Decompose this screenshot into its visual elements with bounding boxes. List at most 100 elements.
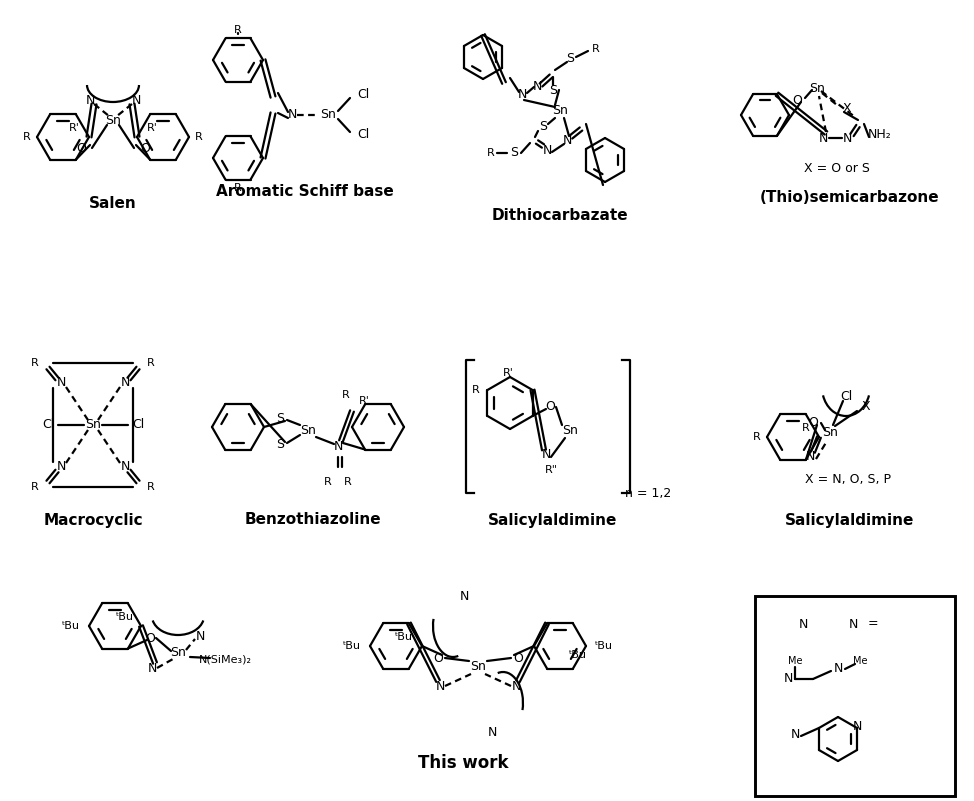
Text: Sn: Sn: [470, 659, 486, 673]
Text: R: R: [471, 385, 479, 395]
Text: N: N: [517, 88, 527, 102]
Text: Cl: Cl: [840, 391, 852, 404]
Text: O: O: [545, 400, 555, 413]
Text: Sn: Sn: [552, 103, 568, 116]
Text: R: R: [23, 132, 31, 142]
Text: N: N: [131, 95, 140, 107]
Text: n = 1,2: n = 1,2: [625, 486, 671, 500]
Text: R: R: [324, 477, 332, 487]
Text: N: N: [543, 143, 551, 156]
Text: N: N: [121, 376, 130, 389]
Text: Sn: Sn: [105, 114, 121, 127]
Text: N(SiMe₃)₂: N(SiMe₃)₂: [199, 655, 251, 665]
Text: Cl: Cl: [131, 418, 144, 432]
Text: Salicylaldimine: Salicylaldimine: [488, 513, 618, 528]
Text: O: O: [792, 94, 802, 107]
Text: N: N: [56, 376, 65, 389]
Text: R': R': [358, 396, 369, 406]
Text: O: O: [513, 651, 523, 665]
Text: Sn: Sn: [562, 424, 578, 437]
Text: Cl: Cl: [356, 128, 369, 142]
Text: X: X: [843, 102, 851, 115]
Text: O: O: [808, 417, 818, 429]
Text: S: S: [276, 438, 284, 452]
Text: N: N: [86, 95, 94, 107]
Text: ᵗBu: ᵗBu: [569, 650, 587, 659]
Text: N: N: [843, 131, 851, 144]
Text: N: N: [790, 727, 800, 740]
Text: N: N: [562, 134, 572, 147]
Text: S: S: [510, 147, 518, 159]
Text: N: N: [848, 618, 858, 630]
Text: (Thio)semicarbazone: (Thio)semicarbazone: [760, 191, 940, 206]
Text: N: N: [435, 679, 445, 693]
Text: ᵗBu: ᵗBu: [395, 633, 413, 642]
Text: N: N: [121, 461, 130, 473]
Text: O: O: [140, 142, 150, 155]
Text: S: S: [566, 53, 574, 66]
Text: This work: This work: [418, 754, 508, 772]
Text: Cl: Cl: [356, 88, 369, 102]
Text: S: S: [539, 120, 547, 134]
Text: Salicylaldimine: Salicylaldimine: [785, 513, 915, 528]
Text: N: N: [783, 673, 793, 686]
Text: N: N: [460, 590, 468, 602]
Text: N: N: [805, 450, 814, 464]
Text: N: N: [196, 630, 205, 642]
Text: R: R: [147, 358, 155, 368]
Text: R: R: [147, 482, 155, 492]
Text: O: O: [433, 651, 443, 665]
Text: R: R: [195, 132, 203, 142]
Text: Dithiocarbazate: Dithiocarbazate: [492, 207, 628, 223]
Text: ᵗBu: ᵗBu: [116, 613, 134, 622]
Text: Benzothiazoline: Benzothiazoline: [244, 513, 381, 528]
Text: N: N: [56, 461, 65, 473]
Text: R': R': [503, 368, 513, 378]
Text: Me: Me: [788, 656, 803, 666]
Text: ᵗBu: ᵗBu: [62, 621, 80, 631]
Text: Sn: Sn: [809, 82, 825, 95]
Text: R: R: [803, 424, 809, 433]
Text: Sn: Sn: [170, 646, 186, 659]
Text: O: O: [145, 631, 155, 645]
Text: R: R: [31, 358, 39, 368]
Text: Sn: Sn: [300, 424, 316, 437]
Text: Me: Me: [853, 656, 867, 666]
Text: R": R": [544, 465, 557, 475]
Text: R: R: [487, 148, 495, 158]
Text: NH₂: NH₂: [868, 128, 892, 142]
Text: X = O or S: X = O or S: [805, 162, 870, 175]
Text: N: N: [818, 131, 828, 144]
Text: R': R': [146, 123, 158, 134]
Text: N: N: [542, 449, 550, 461]
Text: N: N: [333, 441, 343, 453]
Text: R: R: [234, 25, 242, 35]
Text: N: N: [147, 662, 157, 674]
Text: N: N: [287, 108, 297, 122]
Text: X: X: [862, 400, 871, 413]
Text: S: S: [549, 83, 557, 96]
Text: Macrocyclic: Macrocyclic: [43, 513, 143, 528]
Text: Sn: Sn: [822, 426, 838, 440]
Text: Sn: Sn: [320, 108, 336, 122]
Text: R: R: [592, 44, 600, 54]
Text: Aromatic Schiff base: Aromatic Schiff base: [216, 184, 393, 199]
Text: R: R: [31, 482, 39, 492]
Text: R: R: [344, 477, 352, 487]
Text: R': R': [68, 123, 80, 134]
Text: Salen: Salen: [90, 195, 137, 211]
Text: O: O: [76, 142, 86, 155]
Text: R: R: [342, 390, 350, 400]
Text: N: N: [511, 679, 521, 693]
Text: Sn: Sn: [85, 418, 101, 432]
Text: R: R: [234, 183, 242, 193]
Text: ᵗBu: ᵗBu: [343, 641, 361, 651]
Text: N: N: [533, 80, 542, 94]
Text: N: N: [834, 662, 843, 675]
Text: R: R: [753, 432, 761, 442]
Text: Cl: Cl: [42, 418, 55, 432]
Text: X = N, O, S, P: X = N, O, S, P: [805, 473, 891, 486]
Text: =: =: [868, 618, 879, 630]
Text: N: N: [487, 727, 497, 739]
Text: S: S: [276, 412, 284, 425]
